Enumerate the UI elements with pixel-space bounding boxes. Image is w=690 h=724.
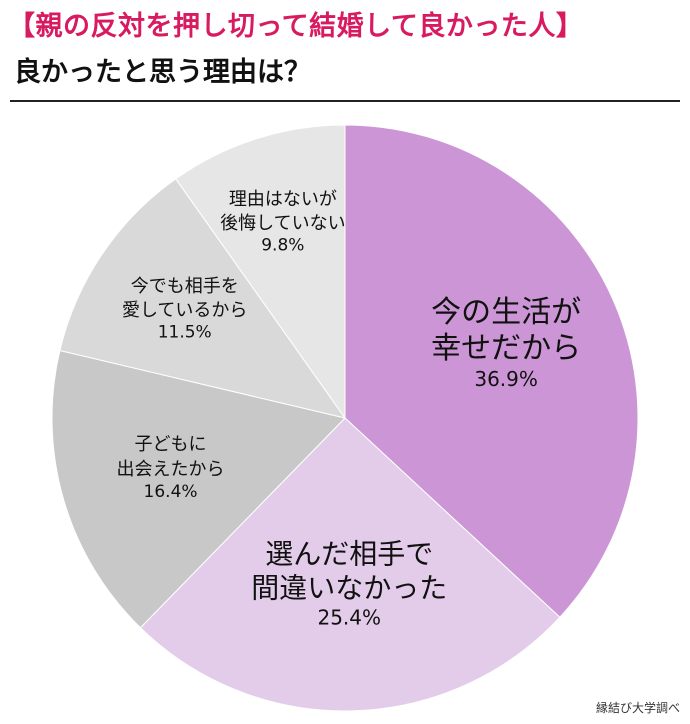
pie-slice [51, 349, 346, 629]
pie-slice [59, 178, 347, 419]
source-note: 縁結び大学調べ [595, 701, 680, 715]
slice-value-label: 11.5% [158, 323, 212, 343]
pie-slices [51, 124, 639, 712]
slice-label-line: 今でも相手を [131, 276, 239, 297]
slice-value-label: 25.4% [317, 606, 381, 630]
pie-slice [344, 124, 639, 618]
slice-label-line: 後悔していない [220, 213, 345, 234]
slice-label: 今の生活が幸せだから 36.9% [431, 295, 581, 391]
slice-label-line: 幸せだから [431, 331, 581, 366]
header-divider [10, 100, 680, 102]
slice-value-label: 36.9% [474, 367, 538, 391]
slice-label-line: 愛しているから [122, 300, 247, 321]
slice-label-line: 間違いなかった [251, 572, 447, 605]
slice-label: 今でも相手を愛しているから 11.5% [122, 276, 247, 343]
pie-labels: 今の生活が幸せだから 36.9% 選んだ相手で間違いなかった 25.4% 子どもに出会え… [117, 189, 582, 630]
slice-label-line: 出会えたから [117, 459, 225, 480]
chart-subtitle: 良かったと思う理由は？ [14, 57, 311, 88]
slice-label: 選んだ相手で間違いなかった 25.4% [251, 538, 447, 630]
slice-value-label: 16.4% [144, 482, 198, 502]
pie-slice [175, 124, 346, 420]
slice-label: 子どもに出会えたから 16.4% [117, 434, 225, 502]
slice-label: 理由はないが後悔していない 9.8% [220, 189, 345, 256]
slice-label-line: 子どもに [135, 434, 207, 455]
slice-label-line: 理由はないが [229, 189, 337, 210]
slice-value-label: 9.8% [261, 235, 304, 255]
pie-slice [139, 417, 561, 712]
slice-label-line: 今の生活が [431, 295, 581, 330]
slice-label-line: 選んだ相手で [265, 538, 433, 571]
chart-title: 【親の反対を押し切って結婚して良かった人】 [8, 11, 584, 42]
